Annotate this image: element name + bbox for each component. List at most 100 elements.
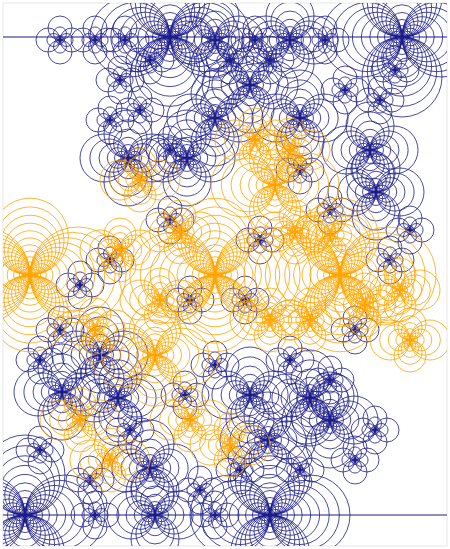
- center: [169, 219, 171, 221]
- ring: [43, 392, 81, 430]
- center: [329, 379, 331, 381]
- center: [39, 359, 41, 361]
- ring: [120, 338, 155, 373]
- ring: [332, 131, 370, 169]
- ring: [301, 28, 325, 52]
- center: [59, 39, 61, 41]
- center: [269, 59, 271, 61]
- ring: [275, 153, 339, 217]
- ring: [375, 418, 399, 442]
- center: [119, 249, 122, 252]
- center: [109, 459, 112, 462]
- zero-rings: [80, 218, 160, 282]
- center: [127, 157, 130, 160]
- ring: [325, 28, 349, 52]
- ring: [38, 392, 86, 440]
- ring: [240, 168, 275, 203]
- ring: [138, 60, 162, 84]
- center: [212, 272, 218, 278]
- ring: [95, 28, 119, 52]
- ring: [215, 238, 290, 313]
- pole-rings: [322, 102, 418, 198]
- ring: [113, 40, 137, 64]
- ring: [64, 420, 96, 452]
- ring: [215, 16, 263, 64]
- ring: [110, 108, 134, 132]
- ring: [3, 465, 50, 515]
- ring: [95, 310, 135, 350]
- pole-rings: [282, 372, 378, 468]
- ring: [266, 40, 314, 88]
- ring: [292, 401, 330, 439]
- ring: [120, 230, 160, 270]
- center: [394, 69, 396, 71]
- ring: [128, 110, 152, 134]
- ring: [294, 288, 326, 320]
- pole-rings: [301, 16, 349, 64]
- center: [399, 289, 402, 292]
- pole-rings: [167, 70, 263, 166]
- ring: [109, 120, 147, 158]
- ring: [64, 388, 96, 420]
- ring: [3, 275, 60, 335]
- center: [369, 149, 372, 152]
- center: [214, 117, 217, 120]
- ring: [28, 336, 52, 360]
- ring: [167, 16, 215, 64]
- pole-rings: [202, 37, 298, 133]
- ring: [206, 48, 230, 72]
- pole-rings: [190, 435, 350, 546]
- ring: [108, 56, 132, 80]
- ring: [90, 3, 170, 77]
- ring: [215, 256, 253, 294]
- zero-rings: [290, 203, 370, 267]
- ring: [211, 153, 275, 217]
- ring: [274, 118, 306, 150]
- zero-rings: [55, 298, 135, 362]
- pole-rings: [36, 16, 84, 64]
- pole-rings: [80, 110, 176, 206]
- ring: [176, 478, 200, 502]
- pole-rings: [36, 306, 84, 354]
- center: [214, 364, 216, 366]
- pole-rings: [371, 46, 419, 94]
- ring: [278, 360, 302, 384]
- ring: [356, 88, 380, 112]
- ring: [3, 215, 60, 275]
- ring: [185, 275, 245, 335]
- ring: [28, 360, 52, 384]
- ring: [110, 440, 150, 480]
- ring: [306, 368, 330, 392]
- center: [39, 449, 41, 451]
- center: [294, 231, 297, 234]
- ring: [30, 252, 76, 298]
- center: [374, 429, 376, 431]
- ring: [258, 36, 282, 60]
- ring: [98, 96, 122, 120]
- ring: [136, 477, 174, 515]
- ring: [150, 449, 188, 487]
- ring: [8, 275, 52, 319]
- center: [184, 394, 186, 396]
- zero-rings: [250, 118, 330, 182]
- ring: [271, 3, 309, 40]
- center: [27, 272, 33, 278]
- ring: [146, 138, 170, 162]
- center: [329, 234, 332, 237]
- center: [289, 359, 291, 361]
- ring: [104, 250, 136, 282]
- ring: [239, 140, 271, 172]
- ring: [150, 48, 174, 72]
- ring: [322, 126, 370, 174]
- center: [59, 329, 61, 331]
- ring: [360, 270, 400, 310]
- ring: [380, 88, 404, 112]
- ring: [135, 37, 204, 106]
- ring: [384, 258, 416, 290]
- zero-rings: [360, 258, 440, 322]
- ring: [367, 37, 436, 106]
- ring: [254, 320, 286, 352]
- ring: [216, 458, 240, 482]
- pole-rings: [139, 110, 235, 206]
- ring: [155, 338, 190, 373]
